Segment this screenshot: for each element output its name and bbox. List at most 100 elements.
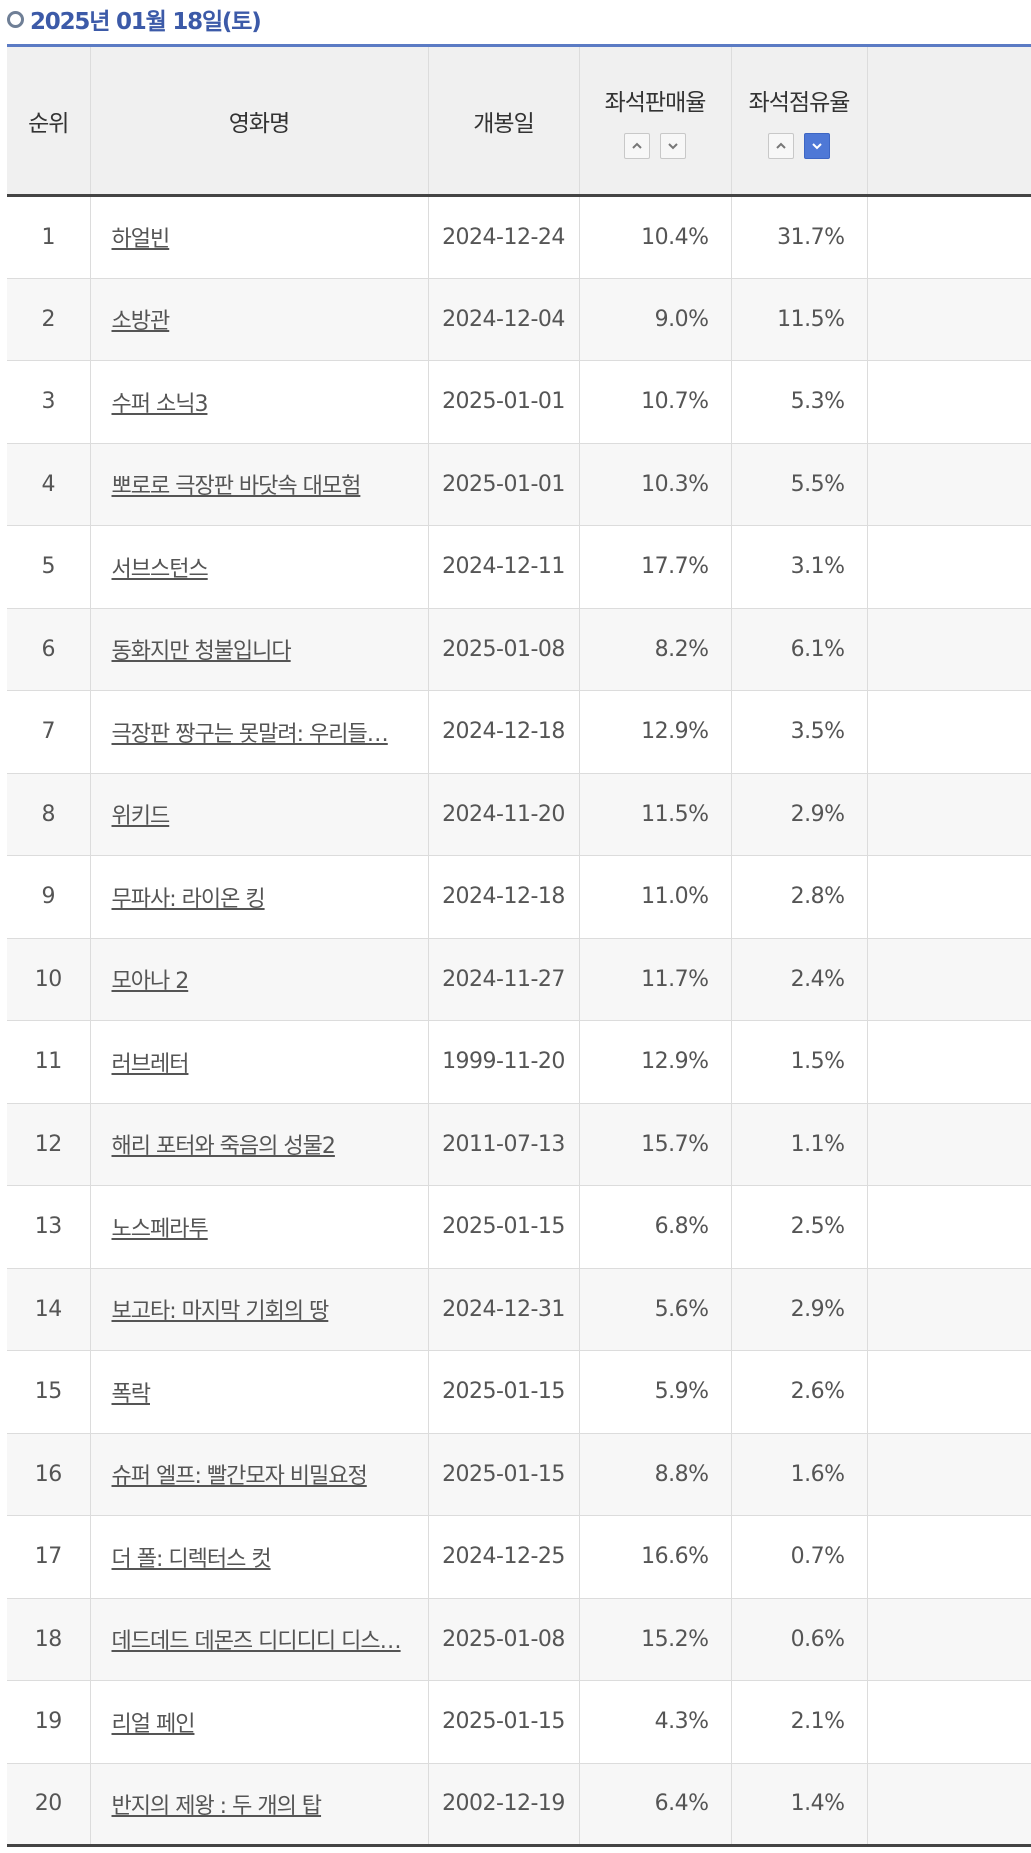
title-cell: 데드데드 데몬즈 디디디디 디스…	[89, 1598, 428, 1681]
movie-title-link[interactable]: 데드데드 데몬즈 디디디디 디스…	[111, 1629, 402, 1655]
share-rate-cell: 2.5%	[730, 1185, 867, 1269]
table-row: 5 서브스턴스 2024-12-11 17.7% 3.1%	[7, 525, 1031, 609]
rank-cell: 9	[7, 855, 90, 939]
title-cell: 해리 포터와 죽음의 성물2	[89, 1103, 428, 1186]
rank-cell: 15	[7, 1350, 90, 1434]
rank-cell: 5	[7, 525, 90, 609]
sales-rate-cell: 10.3%	[578, 443, 731, 526]
movie-title-link[interactable]: 러브레터	[111, 1051, 190, 1077]
rank-cell: 18	[7, 1598, 90, 1681]
table-row: 20 반지의 제왕 : 두 개의 탑 2002-12-19 6.4% 1.4%	[7, 1763, 1031, 1847]
sales-rate-cell: 5.6%	[578, 1268, 731, 1351]
sales-rate-cell: 11.7%	[578, 938, 731, 1021]
sales-rate-cell: 11.0%	[578, 855, 731, 939]
rank-cell: 2	[7, 278, 90, 361]
movie-title-link[interactable]: 무파사: 라이온 킹	[111, 886, 266, 912]
title-cell: 하얼빈	[89, 195, 428, 279]
column-header-share-rate: 좌석점유율	[730, 44, 867, 197]
title-cell: 위키드	[89, 773, 428, 856]
rank-cell: 17	[7, 1515, 90, 1599]
movie-title-link[interactable]: 더 폴: 디렉터스 컷	[111, 1546, 272, 1572]
share-rate-cell: 1.4%	[730, 1763, 867, 1847]
movie-title-link[interactable]: 동화지만 청불입니다	[111, 639, 292, 665]
rank-cell: 3	[7, 360, 90, 444]
extra-cell	[866, 608, 1031, 691]
movie-title-link[interactable]: 폭락	[111, 1381, 151, 1407]
sort-ascending-button[interactable]	[624, 132, 650, 159]
release-date-cell: 1999-11-20	[427, 1020, 579, 1104]
sort-descending-button[interactable]	[660, 132, 686, 159]
extra-cell	[866, 1185, 1031, 1269]
sales-rate-cell: 4.3%	[578, 1680, 731, 1764]
movie-title-link[interactable]: 슈퍼 엘프: 빨간모자 비밀요정	[111, 1464, 368, 1490]
sales-rate-cell: 15.7%	[578, 1103, 731, 1186]
extra-cell	[866, 360, 1031, 444]
sort-ascending-button[interactable]	[768, 132, 794, 159]
chevron-down-icon	[812, 142, 822, 149]
title-cell: 뽀로로 극장판 바닷속 대모험	[89, 443, 428, 526]
table-row: 19 리얼 페인 2025-01-15 4.3% 2.1%	[7, 1680, 1031, 1764]
rank-cell: 19	[7, 1680, 90, 1764]
rank-cell: 12	[7, 1103, 90, 1186]
share-rate-sort-controls	[732, 132, 867, 159]
release-date-cell: 2024-12-25	[427, 1515, 579, 1599]
table-row: 15 폭락 2025-01-15 5.9% 2.6%	[7, 1350, 1031, 1434]
share-rate-cell: 2.9%	[730, 1268, 867, 1351]
title-cell: 보고타: 마지막 기회의 땅	[89, 1268, 428, 1351]
movie-title-link[interactable]: 소방관	[111, 309, 171, 335]
extra-cell	[866, 855, 1031, 939]
chevron-down-icon	[668, 142, 678, 149]
release-date-cell: 2024-12-18	[427, 690, 579, 774]
column-header-title: 영화명	[89, 44, 428, 197]
movie-title-link[interactable]: 반지의 제왕 : 두 개의 탑	[111, 1793, 323, 1819]
extra-cell	[866, 1350, 1031, 1434]
extra-cell	[866, 278, 1031, 361]
table-row: 4 뽀로로 극장판 바닷속 대모험 2025-01-01 10.3% 5.5%	[7, 443, 1031, 526]
table-row: 7 극장판 짱구는 못말려: 우리들… 2024-12-18 12.9% 3.5%	[7, 690, 1031, 774]
table-row: 10 모아나 2 2024-11-27 11.7% 2.4%	[7, 938, 1031, 1021]
share-rate-cell: 1.1%	[730, 1103, 867, 1186]
table-row: 9 무파사: 라이온 킹 2024-12-18 11.0% 2.8%	[7, 855, 1031, 939]
title-cell: 무파사: 라이온 킹	[89, 855, 428, 939]
share-rate-cell: 1.5%	[730, 1020, 867, 1104]
extra-cell	[866, 1268, 1031, 1351]
share-rate-cell: 6.1%	[730, 608, 867, 691]
movie-title-link[interactable]: 위키드	[111, 804, 171, 830]
title-cell: 반지의 제왕 : 두 개의 탑	[89, 1763, 428, 1847]
share-rate-cell: 2.9%	[730, 773, 867, 856]
extra-cell	[866, 1103, 1031, 1186]
sales-rate-cell: 15.2%	[578, 1598, 731, 1681]
movie-title-link[interactable]: 극장판 짱구는 못말려: 우리들…	[111, 721, 389, 747]
extra-cell	[866, 443, 1031, 526]
movie-title-link[interactable]: 하얼빈	[111, 227, 171, 253]
table-header-row: 순위 영화명 개봉일 좌석판매율 좌석점유율	[7, 44, 1031, 197]
release-date-cell: 2025-01-08	[427, 1598, 579, 1681]
rank-cell: 10	[7, 938, 90, 1021]
release-date-cell: 2025-01-01	[427, 360, 579, 444]
movie-title-link[interactable]: 보고타: 마지막 기회의 땅	[111, 1299, 330, 1325]
movie-title-link[interactable]: 서브스턴스	[111, 556, 209, 582]
column-header-sales-rate: 좌석판매율	[578, 44, 731, 197]
movie-title-link[interactable]: 모아나 2	[111, 969, 190, 995]
movie-title-link[interactable]: 리얼 페인	[111, 1711, 196, 1737]
extra-cell	[866, 1763, 1031, 1847]
title-cell: 더 폴: 디렉터스 컷	[89, 1515, 428, 1599]
rank-cell: 8	[7, 773, 90, 856]
share-rate-cell: 31.7%	[730, 195, 867, 279]
release-date-cell: 2024-11-20	[427, 773, 579, 856]
column-header-extra	[866, 44, 1031, 197]
sales-rate-cell: 8.8%	[578, 1433, 731, 1516]
sort-descending-button-active[interactable]	[804, 132, 830, 159]
movie-title-link[interactable]: 뽀로로 극장판 바닷속 대모험	[111, 474, 362, 500]
share-rate-cell: 1.6%	[730, 1433, 867, 1516]
rank-cell: 13	[7, 1185, 90, 1269]
movie-title-link[interactable]: 해리 포터와 죽음의 성물2	[111, 1134, 336, 1160]
movie-title-link[interactable]: 노스페라투	[111, 1216, 209, 1242]
movie-title-link[interactable]: 수퍼 소닉3	[111, 391, 209, 417]
release-date-cell: 2024-12-04	[427, 278, 579, 361]
table-row: 12 해리 포터와 죽음의 성물2 2011-07-13 15.7% 1.1%	[7, 1103, 1031, 1186]
title-cell: 소방관	[89, 278, 428, 361]
chevron-up-icon	[776, 142, 786, 149]
date-title: 2025년 01월 18일(토)	[30, 9, 262, 35]
title-cell: 리얼 페인	[89, 1680, 428, 1764]
